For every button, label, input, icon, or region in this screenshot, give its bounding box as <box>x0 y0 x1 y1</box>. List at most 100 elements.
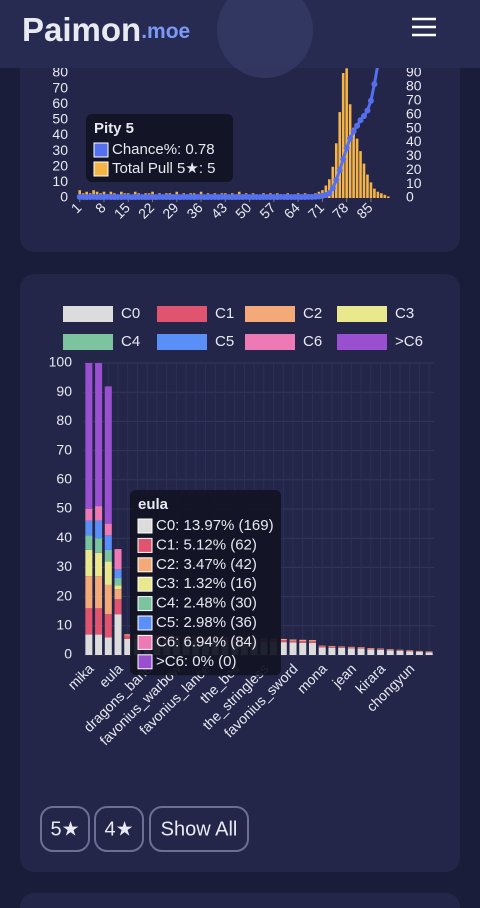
bar-segment <box>95 363 103 507</box>
y-tick-label: 70 <box>56 441 72 457</box>
bar-segment <box>308 641 316 644</box>
bar <box>366 174 369 198</box>
bar-segment <box>396 650 404 651</box>
point <box>364 107 371 114</box>
y-tick-label: 0 <box>60 189 68 205</box>
bar-segment <box>289 642 297 655</box>
logo-text: Paimon <box>22 11 141 48</box>
tooltip-row: C2: 3.47% (42) <box>156 556 257 573</box>
point <box>361 113 367 120</box>
legend-label: >C6 <box>395 333 423 350</box>
bar-segment <box>124 634 132 636</box>
filter-button[interactable] <box>94 806 144 852</box>
y2-tick-label: 80 <box>406 78 422 94</box>
bar-segment <box>357 648 365 655</box>
legend-label: C6 <box>303 333 322 350</box>
bar-segment <box>114 585 122 590</box>
point <box>347 135 354 142</box>
bar-segment <box>85 363 93 509</box>
tooltip-row: C0: 13.97% (169) <box>156 517 274 534</box>
bar-segment <box>367 649 375 655</box>
filter-button[interactable] <box>40 806 90 852</box>
bar-segment <box>406 650 414 652</box>
bar-segment <box>114 614 122 655</box>
tooltip-row: C6: 6.94% (84) <box>156 633 257 650</box>
menu-button[interactable] <box>404 12 444 44</box>
bar-segment <box>328 645 336 647</box>
tooltip-row: >C6: 0% (0) <box>156 653 236 670</box>
bar-segment <box>95 634 103 655</box>
y-tick-label: 30 <box>56 558 72 574</box>
bar-segment <box>114 569 122 579</box>
bar-segment <box>377 649 385 650</box>
bar-segment <box>367 647 375 649</box>
filter-button-label[interactable]: Show All <box>161 818 238 840</box>
tooltip-swatch <box>137 518 153 534</box>
bar-segment <box>124 638 132 655</box>
bar-segment <box>104 614 112 638</box>
bar <box>380 193 383 198</box>
y-tick-label: 30 <box>52 142 68 158</box>
bar-segment <box>124 635 132 639</box>
y-tick-label: 80 <box>56 412 72 428</box>
bar-segment <box>347 647 355 649</box>
bar <box>383 194 387 198</box>
y-tick-label: 40 <box>52 126 68 142</box>
tooltip-row: C4: 2.48% (30) <box>156 595 257 612</box>
bar-segment <box>104 535 112 550</box>
bar-segment <box>289 639 297 641</box>
bar-segment <box>338 647 346 655</box>
bar <box>341 73 345 198</box>
bar-segment <box>104 561 112 585</box>
y-tick-label: 10 <box>52 173 68 189</box>
bar-segment <box>279 642 287 655</box>
point <box>350 128 357 135</box>
bar-segment <box>279 638 287 641</box>
bar-segment <box>85 520 93 536</box>
legend-label: C3 <box>395 305 414 322</box>
logo-suffix: .moe <box>141 20 190 43</box>
point <box>371 81 378 88</box>
bar-segment <box>85 535 93 550</box>
y-tick-label: 60 <box>56 471 72 487</box>
y-tick-label: 20 <box>52 157 68 173</box>
bar-segment <box>85 576 93 609</box>
point <box>326 190 333 197</box>
y-tick-label: 100 <box>49 354 73 370</box>
bar-segment <box>114 599 122 615</box>
bar <box>386 196 390 198</box>
filter-button-label[interactable]: 5★ <box>50 818 79 840</box>
bar-segment <box>308 643 316 655</box>
filter-button[interactable] <box>149 806 249 852</box>
bar-segment <box>396 650 404 655</box>
legend-label: C1 <box>215 305 234 322</box>
legend-swatch <box>63 334 113 350</box>
legend-swatch <box>337 334 387 350</box>
bar-segment <box>279 640 287 643</box>
bar-segment <box>347 648 355 655</box>
bar-segment <box>338 647 346 648</box>
y-tick-label: 20 <box>56 587 72 603</box>
bar-segment <box>104 386 112 524</box>
header-art <box>217 0 313 78</box>
y-tick-label: 10 <box>56 617 72 633</box>
bar <box>328 179 331 198</box>
bar-segment <box>377 649 385 655</box>
filter-button-label[interactable]: 4★ <box>104 818 133 840</box>
y2-tick-label: 50 <box>406 119 422 135</box>
tooltip-row: C3: 1.32% (16) <box>156 575 257 592</box>
bar <box>334 143 338 198</box>
tooltip-swatch <box>137 634 153 650</box>
plot-area <box>76 68 390 201</box>
bar <box>331 166 335 198</box>
bar-segment <box>357 647 365 649</box>
header: Paimon.moe <box>0 0 480 78</box>
bar <box>376 191 380 198</box>
bar-segment <box>85 509 93 521</box>
tooltip-title: Pity 5 <box>94 120 134 137</box>
legend-label: C5 <box>215 333 234 350</box>
bar-segment <box>85 608 93 635</box>
